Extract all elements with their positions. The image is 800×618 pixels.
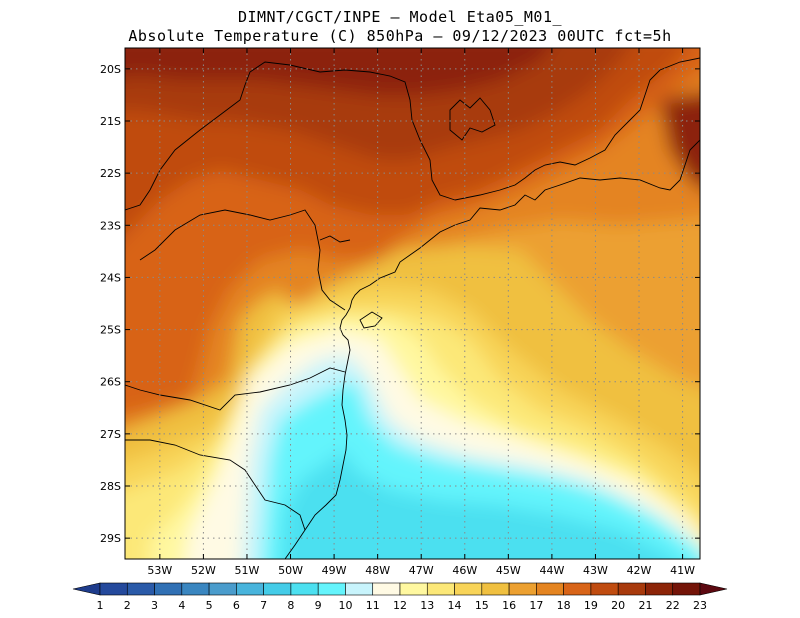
state-border-parana — [139, 209, 346, 311]
state-border-mg-rj — [454, 94, 646, 201]
lat-tick-label: 29S — [100, 532, 121, 545]
lat-tick-label: 22S — [100, 167, 121, 180]
colorbar-label: 3 — [151, 599, 158, 612]
paranagua-bay — [359, 311, 383, 329]
lon-tick-label: 48W — [365, 564, 390, 577]
lat-tick-label: 21S — [100, 115, 121, 128]
colorbar-segment — [126, 582, 155, 596]
title-line-2: Absolute Temperature (C) 850hPa – 09/12/… — [128, 27, 672, 45]
colorbar-label: 23 — [693, 599, 707, 612]
colorbar-label: 8 — [287, 599, 294, 612]
colorbar-label: 16 — [502, 599, 516, 612]
lon-tick-label: 52W — [191, 564, 216, 577]
colorbar-label: 20 — [611, 599, 625, 612]
colorbar-segment — [317, 582, 346, 596]
colorbar-label: 11 — [366, 599, 380, 612]
colorbar-segment — [154, 582, 183, 596]
lon-tick-label: 51W — [235, 564, 260, 577]
colorbar-segment — [426, 582, 455, 596]
colorbar-segment — [236, 582, 264, 596]
state-border-south — [125, 439, 306, 531]
colorbar-arrow-high — [699, 582, 728, 596]
colorbar-segment — [481, 582, 510, 596]
coastline — [284, 139, 700, 559]
state-border-south-2 — [125, 367, 346, 411]
field-22-band — [125, 48, 548, 95]
lon-tick-label: 43W — [583, 564, 608, 577]
colorbar-label: 14 — [448, 599, 462, 612]
lon-tick-label: 46W — [452, 564, 477, 577]
colorbar-segment — [508, 582, 537, 596]
colorbar-label: 21 — [638, 599, 652, 612]
colorbar-segment — [372, 582, 401, 596]
colorbar-label: 2 — [124, 599, 131, 612]
lon-tick-label: 49W — [322, 564, 347, 577]
lon-tick-label: 41W — [670, 564, 695, 577]
map-frame — [124, 47, 701, 560]
colorbar-label: 13 — [420, 599, 434, 612]
gridlines — [125, 48, 700, 559]
field-9-band — [281, 450, 674, 559]
lon-tick-label: 50W — [278, 564, 303, 577]
colorbar-label: 19 — [584, 599, 598, 612]
colorbar-segment — [454, 582, 483, 596]
colorbar-segment — [290, 582, 319, 596]
colorbar-label: 6 — [233, 599, 240, 612]
colorbar-label: 18 — [557, 599, 571, 612]
colorbar-label: 12 — [393, 599, 407, 612]
lon-tick-label: 47W — [409, 564, 434, 577]
colorbar-label: 4 — [178, 599, 185, 612]
colorbar-segment — [263, 582, 292, 596]
colorbar-segment — [99, 582, 128, 596]
lat-tick-label: 20S — [100, 63, 121, 76]
lat-tick-label: 23S — [100, 219, 121, 232]
lon-tick-label: 42W — [627, 564, 652, 577]
colorbar-segment — [181, 582, 210, 596]
state-border-es — [644, 57, 700, 96]
river-west — [319, 235, 351, 243]
lat-tick-label: 27S — [100, 428, 121, 441]
colorbar: 1 2 3 4 5 6 7 8 9 10 11 12 13 14 15 16 17 18 19 20 21 22 23 — [72, 582, 728, 612]
colorbar-label: 10 — [338, 599, 352, 612]
lat-tick-label: 28S — [100, 480, 121, 493]
colorbar-label: 22 — [666, 599, 680, 612]
colorbar-label: 17 — [529, 599, 543, 612]
colorbar-label: 15 — [475, 599, 489, 612]
lon-tick-label: 53W — [147, 564, 172, 577]
colorbar-segment — [208, 582, 237, 596]
lat-tick-label: 26S — [100, 376, 121, 389]
colorbar-segment — [617, 582, 646, 596]
state-border-sp — [125, 61, 456, 211]
colorbar-segment — [563, 582, 592, 596]
lat-tick-label: 24S — [100, 271, 121, 284]
reservoirs — [449, 97, 496, 141]
lon-tick-label: 44W — [539, 564, 564, 577]
axis-ticks: 53W 52W 51W 50W 49W 48W 47W 46W 45W 44W 43W 42W 41W 2… — [100, 48, 700, 577]
colorbar-segment — [672, 582, 701, 596]
temperature-field — [125, 48, 700, 559]
field-22-east-band — [660, 93, 700, 187]
colorbar-label: 7 — [260, 599, 267, 612]
colorbar-segment — [345, 582, 374, 596]
boundaries — [125, 57, 700, 559]
colorbar-segment — [536, 582, 564, 596]
colorbar-label: 5 — [206, 599, 213, 612]
colorbar-arrow-low — [72, 582, 101, 596]
title-line-1: DIMNT/CGCT/INPE – Model Eta05_M01_ — [237, 8, 563, 26]
colorbar-label: 1 — [97, 599, 104, 612]
colorbar-label: 9 — [315, 599, 322, 612]
colorbar-segment — [645, 582, 674, 596]
lon-tick-label: 45W — [496, 564, 521, 577]
colorbar-segment — [399, 582, 428, 596]
lat-tick-label: 25S — [100, 324, 121, 337]
colorbar-segment — [590, 582, 619, 596]
